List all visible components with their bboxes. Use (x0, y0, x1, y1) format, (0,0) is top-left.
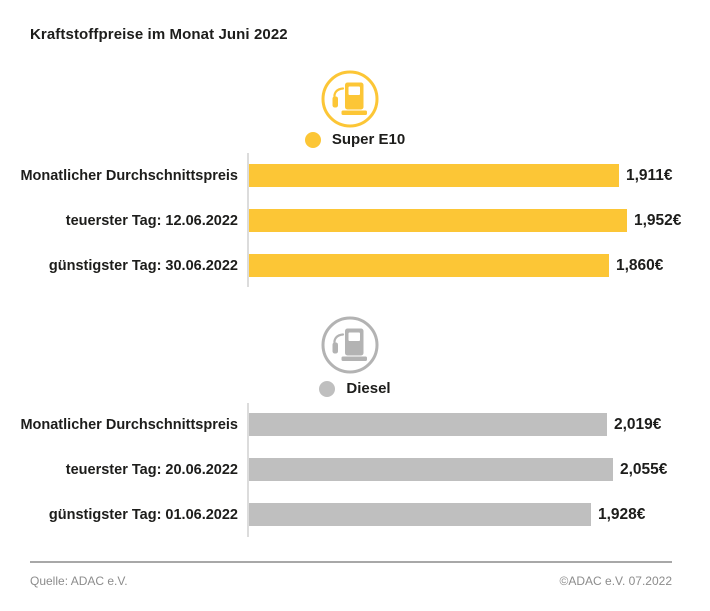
category-label: günstigster Tag: 30.06.2022 (48, 257, 238, 274)
bar (249, 503, 591, 526)
bar (249, 458, 613, 481)
axis-baseline (247, 153, 249, 287)
value-label: 2,055€ (620, 460, 668, 478)
bar-row: Monatlicher Durchschnittspreis 1,911€ (0, 164, 710, 187)
fuel-pump-icon (320, 315, 380, 375)
axis-baseline (247, 403, 249, 537)
category-label: Monatlicher Durchschnittspreis (20, 167, 238, 184)
bar (249, 413, 607, 436)
value-label: 1,928€ (598, 505, 646, 523)
legend-diesel: Diesel (0, 380, 710, 397)
category-label: teuerster Tag: 12.06.2022 (65, 212, 238, 229)
bar (249, 209, 627, 232)
fuel-pump-icon-svg (321, 70, 379, 128)
value-label: 2,019€ (614, 415, 662, 433)
value-label: 1,911€ (626, 166, 673, 184)
legend-dot (304, 131, 321, 148)
bar-row: Monatlicher Durchschnittspreis 2,019€ (0, 413, 710, 436)
bar (249, 254, 609, 277)
legend-label: Diesel (346, 380, 391, 397)
legend-super-e10: Super E10 (0, 131, 710, 148)
bar-row: teuerster Tag: 12.06.2022 1,952€ (0, 209, 710, 232)
fuel-pump-icon-svg (321, 316, 379, 374)
page-title: Kraftstoffpreise im Monat Juni 2022 (30, 26, 288, 43)
value-label: 1,952€ (634, 211, 682, 229)
bar-row: günstigster Tag: 30.06.2022 1,860€ (0, 254, 710, 277)
bar-row: günstigster Tag: 01.06.2022 1,928€ (0, 503, 710, 526)
legend-label: Super E10 (331, 131, 406, 148)
source-note: Quelle: ADAC e.V. (30, 574, 128, 588)
bar-row: teuerster Tag: 20.06.2022 2,055€ (0, 458, 710, 481)
value-label: 1,860€ (616, 256, 664, 274)
bar-group-super-e10: Monatlicher Durchschnittspreis 1,911€ te… (0, 164, 710, 277)
fuel-pump-icon (320, 69, 380, 129)
legend-dot (319, 380, 336, 397)
copyright-note: ©ADAC e.V. 07.2022 (559, 574, 672, 588)
category-label: günstigster Tag: 01.06.2022 (48, 506, 238, 523)
bar (249, 164, 619, 187)
bar-group-diesel: Monatlicher Durchschnittspreis 2,019€ te… (0, 413, 710, 526)
category-label: Monatlicher Durchschnittspreis (20, 416, 238, 433)
footer-divider (30, 561, 672, 563)
category-label: teuerster Tag: 20.06.2022 (65, 461, 238, 478)
